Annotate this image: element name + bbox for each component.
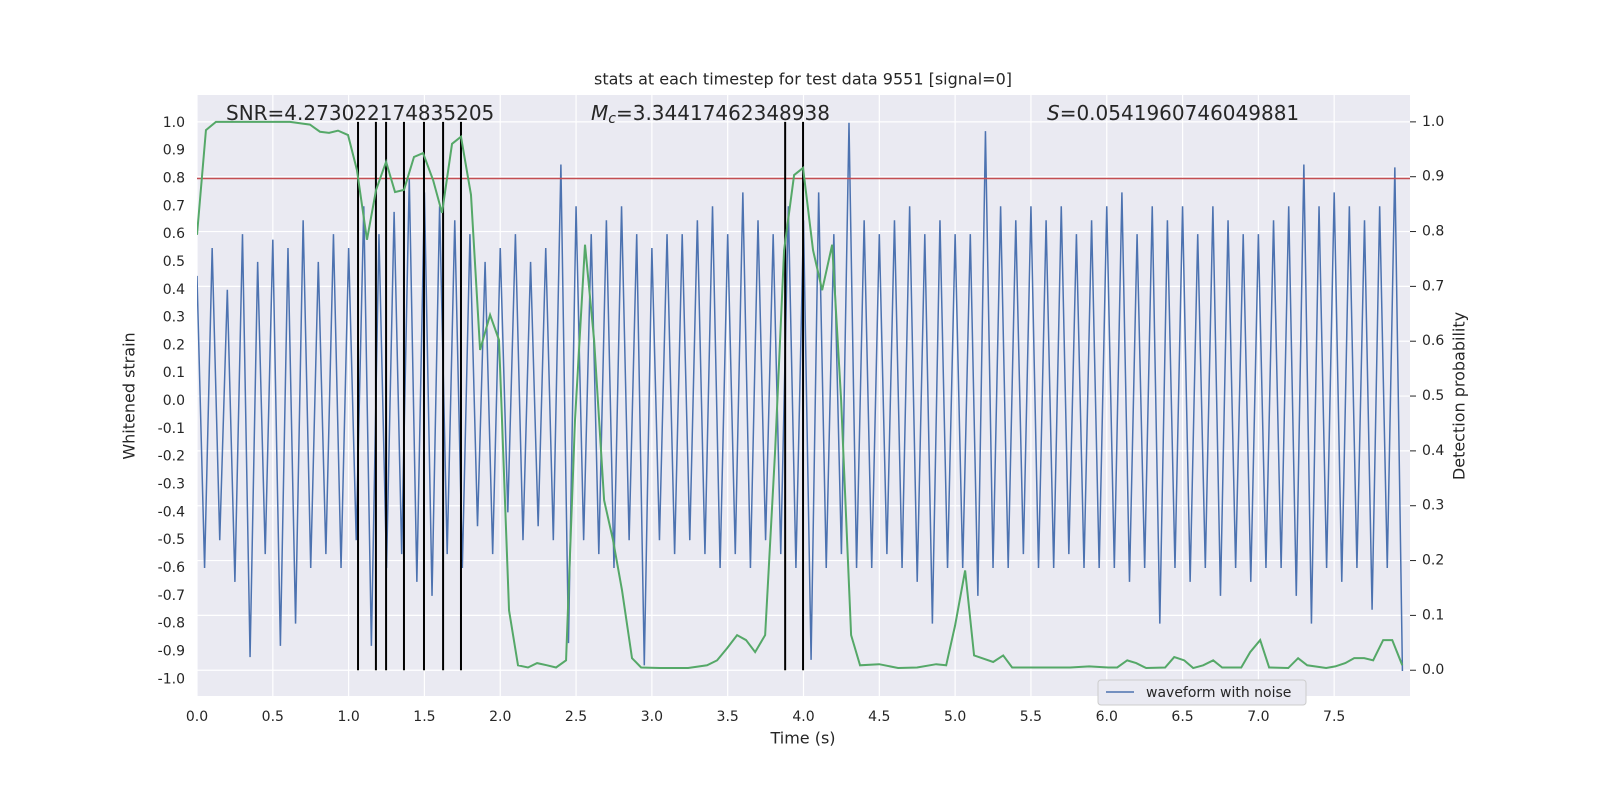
annotation-symbol: S (1047, 101, 1060, 125)
x-tick-label: 2.5 (565, 709, 587, 725)
y-tick-label: 0.8 (163, 170, 185, 186)
y-tick-label: -0.1 (158, 421, 185, 437)
y-tick-label: -0.5 (158, 532, 185, 548)
y-tick-label: -0.7 (158, 588, 185, 604)
y2-tick-label: 1.0 (1422, 114, 1444, 130)
x-tick-label: 0.5 (262, 709, 284, 725)
probability-line (197, 120, 1404, 670)
y2-tick-label: 0.5 (1422, 388, 1444, 404)
x-tick-label: 1.0 (337, 709, 359, 725)
y-tick-label: -0.8 (158, 616, 185, 632)
x-tick-label: 5.0 (944, 709, 966, 725)
chart-title: stats at each timestep for test data 955… (594, 70, 1012, 89)
x-tick-label: 2.0 (489, 709, 511, 725)
annotation-text: =0.0541960746049881 (1060, 101, 1299, 125)
y-tick-label: 0.5 (163, 254, 185, 270)
y2-tick-label: 0.8 (1422, 224, 1444, 240)
y-tick-label: 0.2 (163, 337, 185, 353)
x-tick-label: 5.5 (1020, 709, 1042, 725)
y-tick-label: 0.1 (163, 365, 185, 381)
x-tick-label: 7.0 (1247, 709, 1269, 725)
x-tick-label: 4.5 (868, 709, 890, 725)
annotation-subscript: c (608, 111, 616, 127)
annotation: Mc=3.34417462348938 (591, 101, 830, 128)
annotation-text: SNR=4.273022174835205 (226, 101, 494, 125)
annotation-symbol: M (591, 101, 608, 125)
annotation: SNR=4.273022174835205 (226, 101, 494, 125)
waveform-line (197, 122, 1404, 671)
y2-tick-label: 0.4 (1422, 443, 1444, 459)
y-tick-label: 0.6 (163, 226, 185, 242)
y-tick-label: -0.4 (158, 504, 185, 520)
x-tick-label: 3.5 (717, 709, 739, 725)
y2-tick-label: 0.1 (1422, 607, 1444, 623)
legend-label: waveform with noise (1146, 685, 1291, 701)
y-tick-label: 1.0 (163, 115, 185, 131)
x-tick-label: 6.5 (1171, 709, 1193, 725)
annotation: S=0.0541960746049881 (1047, 101, 1299, 125)
y-tick-label: -0.3 (158, 477, 185, 493)
y-tick-label: -0.2 (158, 449, 185, 465)
x-tick-label: 7.5 (1323, 709, 1345, 725)
y-axis-label: Whitened strain (120, 332, 139, 459)
y2-tick-label: 0.6 (1422, 333, 1444, 349)
y-tick-label: -1.0 (158, 671, 185, 687)
x-tick-label: 6.0 (1096, 709, 1118, 725)
y-tick-label: 0.9 (163, 143, 185, 159)
y2-tick-label: 0.9 (1422, 169, 1444, 185)
x-axis-label: Time (s) (769, 729, 835, 748)
x-tick-label: 3.0 (641, 709, 663, 725)
x-tick-label: 4.0 (792, 709, 814, 725)
y2-tick-label: 0.3 (1422, 498, 1444, 514)
y-tick-label: -0.6 (158, 560, 185, 576)
y-tick-label: -0.9 (158, 643, 185, 659)
y-tick-label: 0.3 (163, 310, 185, 326)
y-tick-label: 0.7 (163, 198, 185, 214)
y-tick-label: 0.4 (163, 282, 185, 298)
y2-axis-label: Detection probability (1450, 312, 1469, 480)
y2-tick-label: 0.7 (1422, 278, 1444, 294)
legend-box (1097, 679, 1307, 706)
annotation-text: =3.34417462348938 (616, 101, 830, 125)
y2-tick-label: 0.0 (1422, 662, 1444, 678)
x-tick-label: 0.0 (186, 709, 208, 725)
x-tick-label: 1.5 (413, 709, 435, 725)
y2-tick-label: 0.2 (1422, 553, 1444, 569)
y-tick-label: 0.0 (163, 393, 185, 409)
